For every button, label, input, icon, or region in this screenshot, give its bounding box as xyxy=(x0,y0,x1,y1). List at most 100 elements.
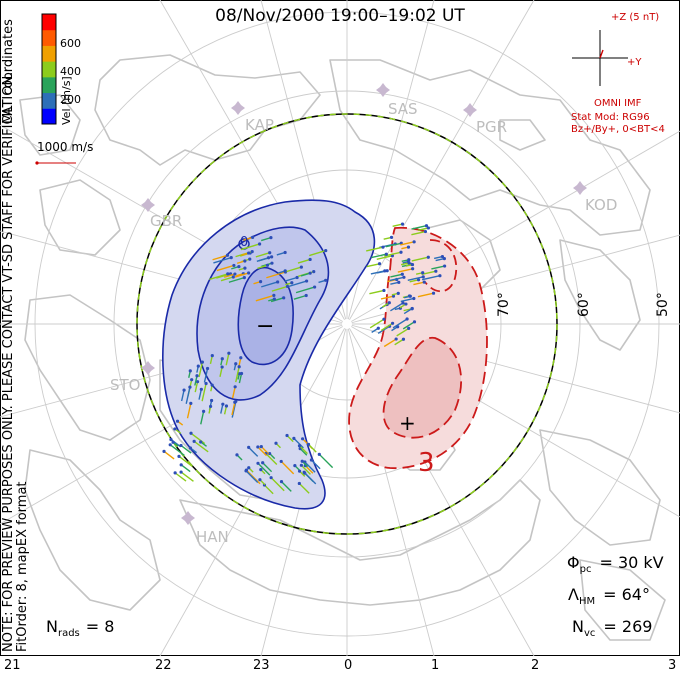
velocity-vector-origin xyxy=(195,374,199,378)
velocity-vector-origin xyxy=(443,264,447,268)
velocity-vector xyxy=(309,249,326,257)
lambda-symbol: Λ xyxy=(568,585,579,604)
velocity-vector-origin xyxy=(408,294,412,298)
velocity-vector-origin xyxy=(276,280,280,284)
velocity-vector-origin xyxy=(324,248,328,253)
mlt-tick-23: 23 xyxy=(253,658,270,673)
velocity-vector xyxy=(392,223,403,227)
velocity-vector-origin xyxy=(268,451,272,456)
velocity-vector-origin xyxy=(272,297,276,301)
velocity-vector-origin xyxy=(233,272,237,276)
velocity-vector xyxy=(413,281,425,286)
velocity-vector-origin xyxy=(377,262,382,266)
phi-value: = 30 kV xyxy=(599,553,664,572)
mlt-tick-0: 0 xyxy=(344,658,353,673)
velocity-vector-origin xyxy=(188,385,192,389)
velocity-vector xyxy=(180,464,191,473)
velocity-vector-origin xyxy=(400,272,404,276)
velocity-vector-origin xyxy=(407,258,411,262)
velocity-vector-origin xyxy=(232,263,236,268)
map-title: 08/Nov/2000 19:00–19:02 UT xyxy=(215,6,465,26)
velocity-vector-origin xyxy=(196,364,200,368)
velocity-vector-origin xyxy=(210,398,214,403)
lambda-value: = 64° xyxy=(603,585,650,604)
velocity-vector-origin xyxy=(300,437,305,441)
potential-minimum-marker: − xyxy=(256,314,275,339)
velocity-vector xyxy=(186,403,192,419)
velocity-vector-origin xyxy=(324,278,328,282)
colorbar-block xyxy=(42,108,56,125)
velocity-vector-origin xyxy=(234,362,238,366)
velocity-vector-origin xyxy=(258,280,263,284)
velocity-vector-origin xyxy=(382,317,386,321)
velocity-vector xyxy=(280,481,292,492)
velocity-vector-origin xyxy=(416,278,421,282)
velocity-vector xyxy=(284,276,298,282)
imf-conditions: Bz+/By+, 0<BT<4 xyxy=(571,124,665,135)
colorbar-block xyxy=(42,14,56,31)
velocity-vector-origin xyxy=(405,317,409,321)
colorbar-block xyxy=(42,45,56,62)
velocity-vector-origin xyxy=(434,269,438,273)
velocity-vector-origin xyxy=(412,320,417,324)
velocity-vector xyxy=(376,255,393,260)
phi-subscript: pc xyxy=(579,564,592,576)
latitude-label-50: 50° xyxy=(655,292,671,317)
velocity-vector xyxy=(245,469,261,485)
velocity-vector-origin xyxy=(394,337,398,341)
velocity-vector-origin xyxy=(407,326,411,331)
potential-maximum-marker: + xyxy=(399,411,416,435)
imf-model: Stat Mod: RG96 xyxy=(571,112,650,123)
velocity-vector-origin xyxy=(208,404,213,409)
velocity-vector-origin xyxy=(438,274,442,278)
velocity-vector-origin xyxy=(410,306,414,311)
colorbar-outline xyxy=(41,13,57,125)
velocity-vector xyxy=(194,375,198,386)
velocity-vector xyxy=(417,292,434,298)
velocity-vector-origin xyxy=(390,321,395,325)
velocity-vector xyxy=(389,276,405,282)
velocity-vector-origin xyxy=(173,427,177,431)
velocity-vector-origin xyxy=(269,476,273,480)
velocity-vector-origin xyxy=(189,431,193,435)
velocity-vector xyxy=(180,471,194,482)
negative-contour-label: 0 xyxy=(240,235,249,250)
velocity-vector xyxy=(270,297,284,303)
verification-note: NOTE: FOR PREVIEW PURPOSES ONLY. PLEASE … xyxy=(1,71,16,652)
velocity-vector xyxy=(318,453,334,469)
velocity-vector-origin xyxy=(312,270,316,274)
fit-order-note: FitOrder: 8, mapEX format xyxy=(15,481,30,652)
velocity-vector xyxy=(293,294,307,300)
hm-boundary-dash xyxy=(136,113,558,535)
velocity-vector-origin xyxy=(300,459,304,463)
station-label-han: HAN xyxy=(196,528,229,546)
velocity-vector-origin xyxy=(182,388,186,392)
velocity-vector-origin xyxy=(237,365,241,369)
velocity-vector xyxy=(295,286,315,294)
velocity-vector-origin xyxy=(173,471,177,475)
station-label-kap: KAP xyxy=(245,116,274,134)
velocity-vector xyxy=(256,257,269,262)
velocity-vector-origin xyxy=(424,224,429,228)
velocity-vector-origin xyxy=(251,235,255,240)
velocity-vector-origin xyxy=(168,443,172,447)
velocity-vector xyxy=(163,450,175,460)
velocity-vector-origin xyxy=(401,301,405,305)
velocity-vector xyxy=(303,471,317,485)
velocity-vector-origin xyxy=(247,445,251,449)
velocity-vector xyxy=(263,484,274,495)
velocity-vector-origin xyxy=(308,271,312,275)
velocity-vector xyxy=(270,477,285,492)
velocity-vector-origin xyxy=(237,264,241,269)
velocity-vector-origin xyxy=(247,271,251,275)
velocity-vector-origin xyxy=(421,275,425,279)
station-marker xyxy=(463,103,477,117)
latitude-label-70: 70° xyxy=(496,292,512,317)
velocity-vector-origin xyxy=(199,440,203,444)
velocity-vector-origin xyxy=(279,459,283,464)
imf-plus-y: +Y xyxy=(627,57,642,68)
velocity-vector-origin xyxy=(299,463,303,467)
velocity-vector xyxy=(243,236,253,241)
velocity-vector-origin xyxy=(268,251,272,255)
